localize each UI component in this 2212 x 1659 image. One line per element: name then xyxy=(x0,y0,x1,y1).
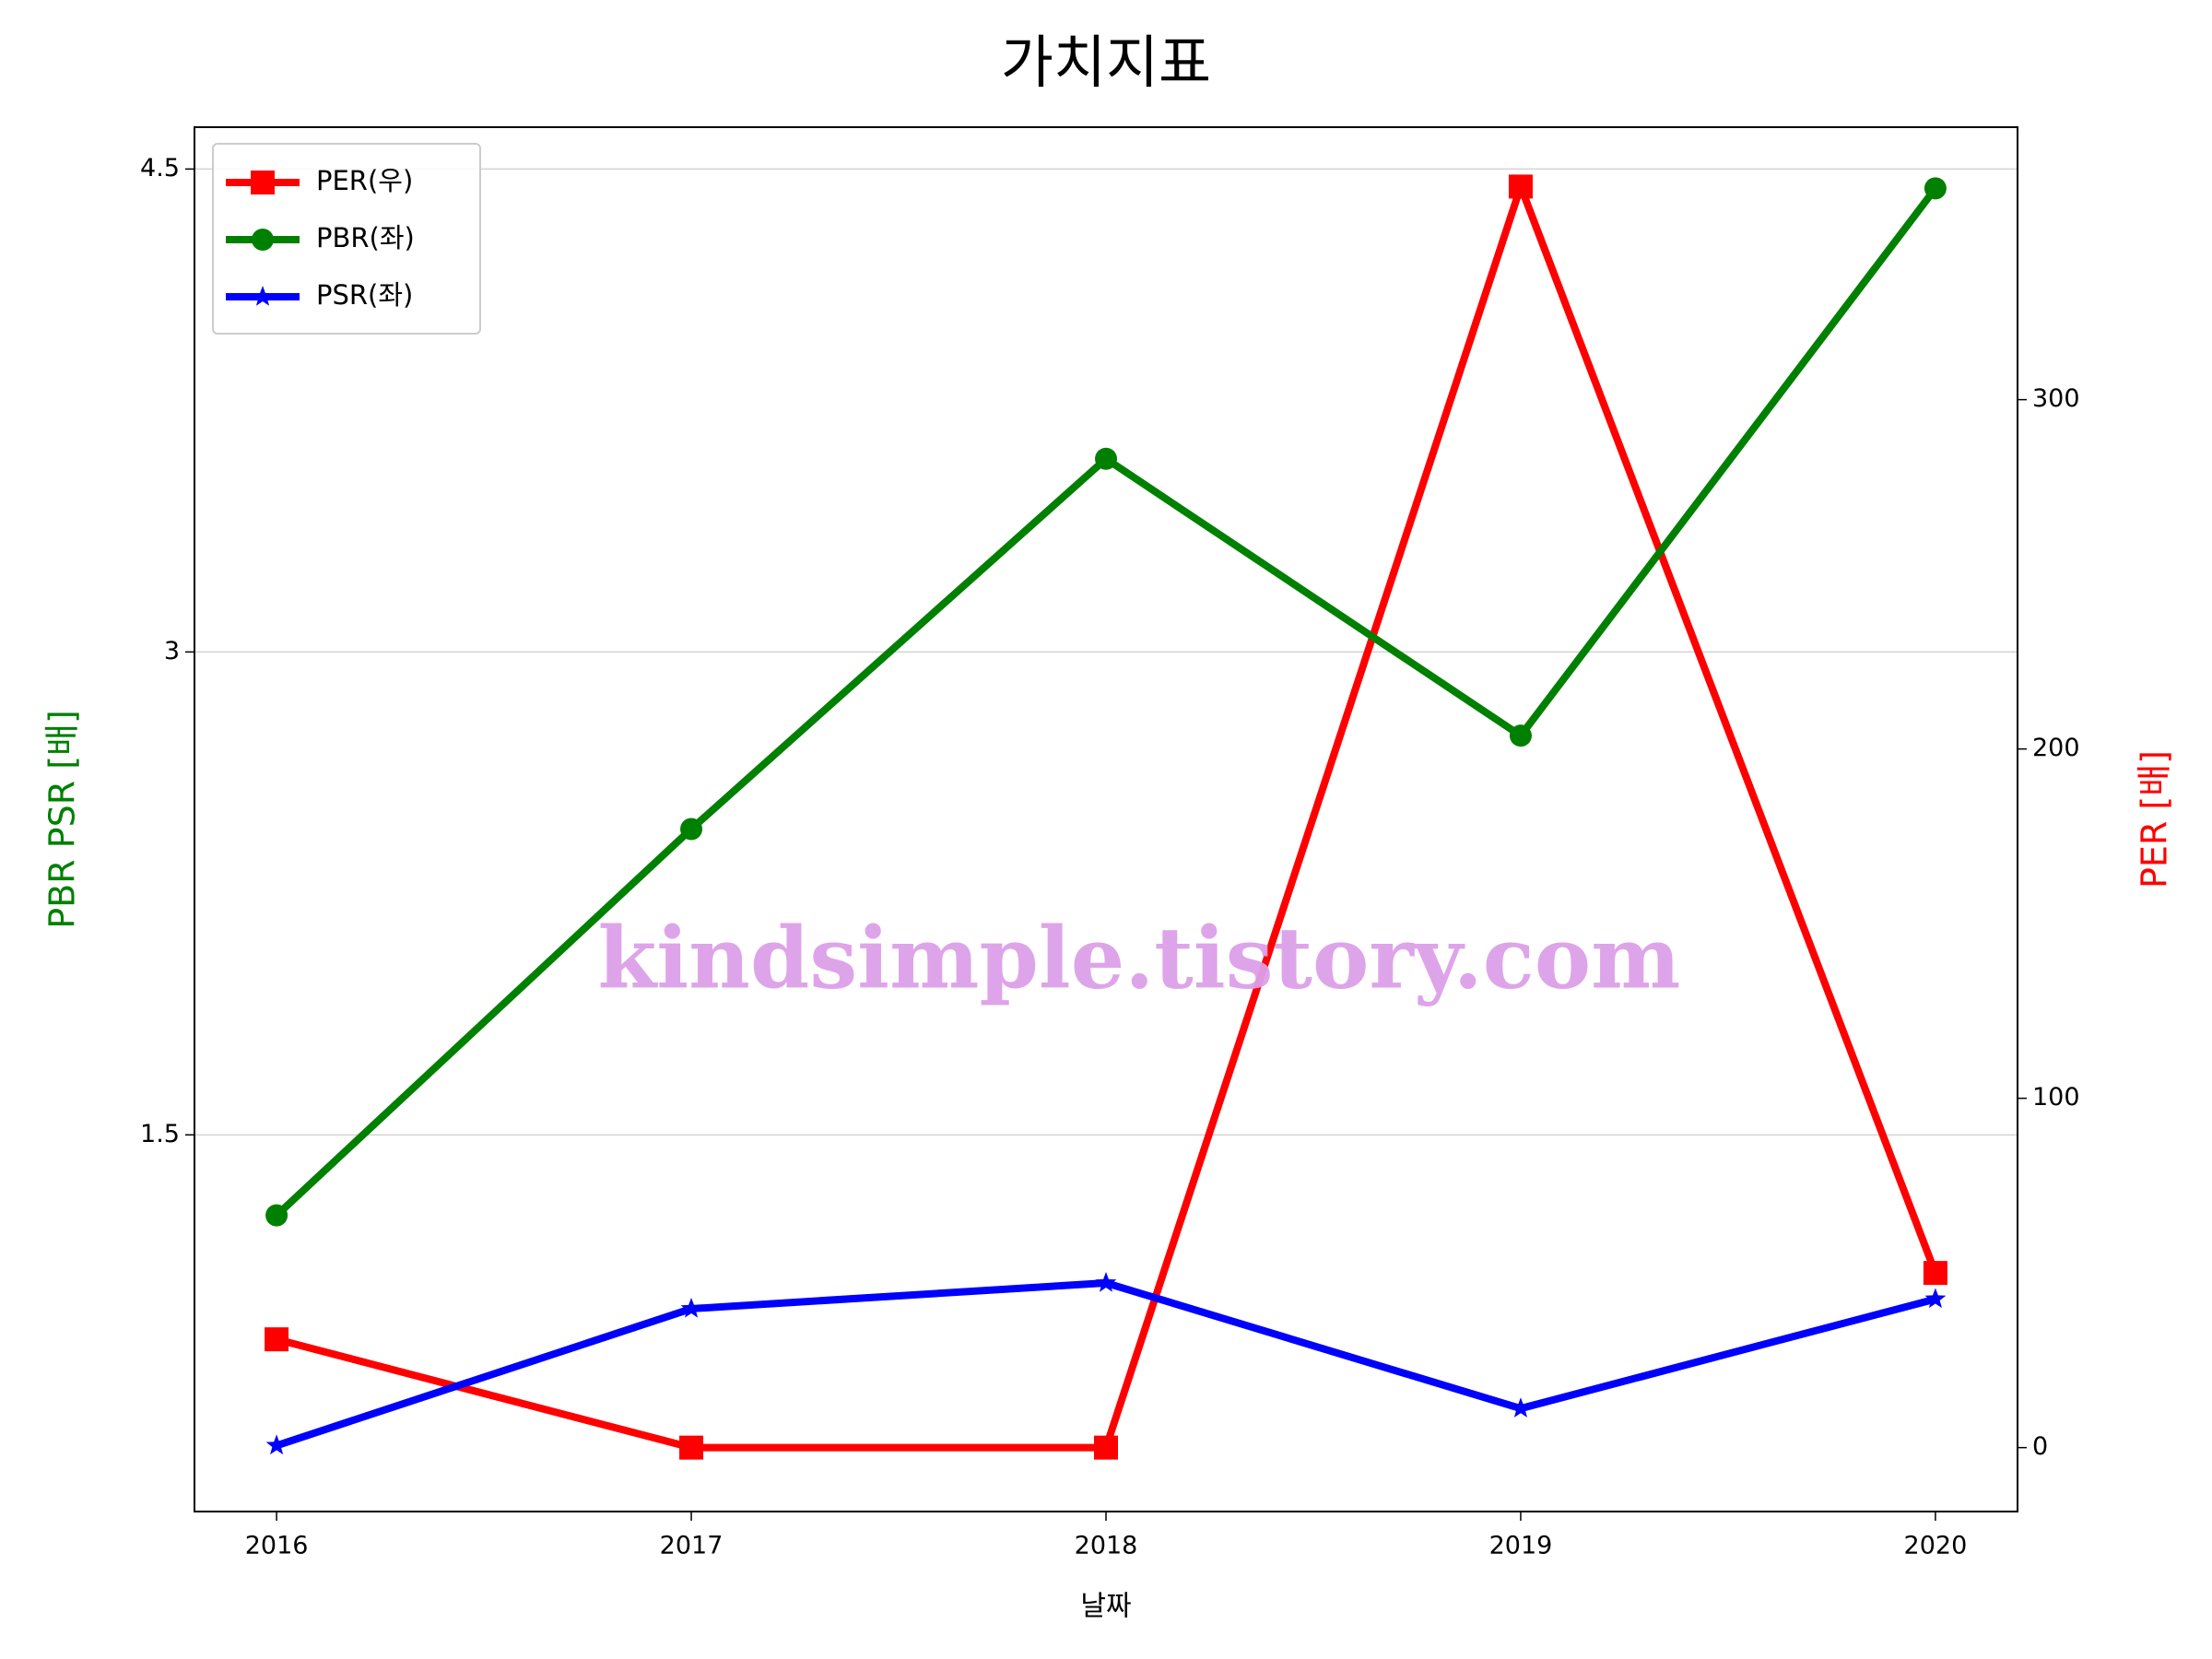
marker xyxy=(680,1297,702,1318)
chart-title: 가치지표 xyxy=(1001,29,1211,96)
y-tick-label: 4.5 xyxy=(140,154,180,182)
series-line xyxy=(275,1279,1936,1450)
marker xyxy=(251,171,275,194)
marker xyxy=(680,818,703,841)
x-tick-label: 2020 xyxy=(1904,1532,1968,1560)
series-line xyxy=(274,185,1939,1218)
x-tick-label: 2019 xyxy=(1489,1532,1553,1560)
x-tick-label: 2017 xyxy=(660,1532,724,1560)
x-axis-label: 날짜 xyxy=(1080,1591,1131,1623)
watermark: kindsimple.tistory.com xyxy=(597,909,1680,1008)
legend-label: PSR(좌) xyxy=(316,279,413,311)
marker xyxy=(1095,1271,1117,1292)
marker xyxy=(1924,1288,1947,1309)
marker xyxy=(265,1204,288,1227)
marker xyxy=(1094,1435,1118,1460)
series-line xyxy=(276,182,1939,1452)
legend-label: PER(우) xyxy=(316,165,413,196)
legend-box xyxy=(212,143,481,335)
x-tick-label: 2018 xyxy=(1075,1532,1138,1560)
legend-label: PBR(좌) xyxy=(316,222,415,253)
y-axis-label: PBR PSR [배] xyxy=(42,710,83,929)
y2-axis-label: PER [배] xyxy=(2135,750,2175,888)
marker xyxy=(1509,724,1532,747)
marker xyxy=(265,1434,288,1455)
marker xyxy=(1508,174,1533,199)
y-tick-label: 1.5 xyxy=(140,1120,180,1148)
y-tick-label: 3 xyxy=(164,637,180,665)
marker xyxy=(1095,447,1117,470)
y2-tick-label: 0 xyxy=(2032,1432,2048,1461)
y2-tick-label: 200 xyxy=(2032,734,2080,762)
marker xyxy=(252,229,274,251)
y2-tick-label: 300 xyxy=(2032,384,2080,413)
marker xyxy=(1510,1397,1532,1418)
plot-frame xyxy=(194,126,2018,1512)
marker xyxy=(1923,1261,1947,1286)
marker xyxy=(679,1435,704,1460)
marker xyxy=(265,1327,289,1352)
marker xyxy=(1924,177,1947,200)
x-tick-label: 2016 xyxy=(245,1532,309,1560)
marker xyxy=(252,286,274,306)
y2-tick-label: 100 xyxy=(2032,1083,2080,1112)
